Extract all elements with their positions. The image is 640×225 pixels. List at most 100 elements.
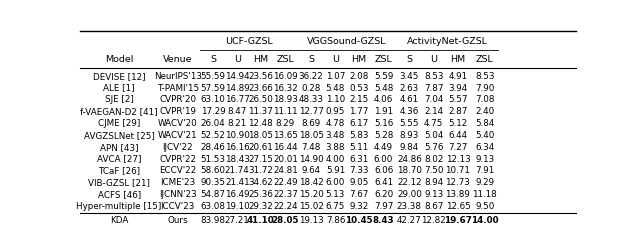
Text: 2.08: 2.08: [349, 72, 369, 80]
Text: AVCA [27]: AVCA [27]: [97, 154, 141, 163]
Text: 51.53: 51.53: [200, 154, 225, 163]
Text: S: S: [406, 55, 412, 63]
Text: 22.49: 22.49: [273, 178, 298, 187]
Text: 34.62: 34.62: [248, 178, 273, 187]
Text: 63.08: 63.08: [200, 201, 225, 210]
Text: 5.84: 5.84: [475, 119, 495, 128]
Text: U: U: [332, 55, 339, 63]
Text: KDA: KDA: [110, 216, 129, 225]
Text: 22.37: 22.37: [273, 189, 298, 198]
Text: 28.05: 28.05: [271, 216, 299, 225]
Text: 31.72: 31.72: [248, 166, 273, 175]
Text: 5.28: 5.28: [374, 130, 393, 139]
Text: 24.81: 24.81: [273, 166, 298, 175]
Text: 7.50: 7.50: [424, 166, 444, 175]
Text: 23.56: 23.56: [248, 72, 273, 80]
Text: 14.00: 14.00: [471, 216, 499, 225]
Text: 18.05: 18.05: [299, 130, 324, 139]
Text: 4.49: 4.49: [374, 142, 393, 151]
Text: 5.55: 5.55: [399, 119, 419, 128]
Text: 42.27: 42.27: [397, 216, 422, 225]
Text: 10.45: 10.45: [345, 216, 372, 225]
Text: 63.10: 63.10: [200, 95, 225, 104]
Text: 19.67: 19.67: [444, 216, 472, 225]
Text: 8.53: 8.53: [424, 72, 444, 80]
Text: 5.48: 5.48: [374, 83, 393, 92]
Text: 55.59: 55.59: [200, 72, 225, 80]
Text: APN [43]: APN [43]: [100, 142, 138, 151]
Text: 1.07: 1.07: [326, 72, 345, 80]
Text: 7.87: 7.87: [424, 83, 444, 92]
Text: 9.13: 9.13: [424, 189, 444, 198]
Text: IJCNN'23: IJCNN'23: [159, 189, 196, 198]
Text: 8.43: 8.43: [372, 216, 394, 225]
Text: 3.45: 3.45: [399, 72, 419, 80]
Text: 4.61: 4.61: [400, 95, 419, 104]
Text: 4.06: 4.06: [374, 95, 393, 104]
Text: T-PAMI'15: T-PAMI'15: [157, 83, 199, 92]
Text: HM: HM: [351, 55, 366, 63]
Text: 58.60: 58.60: [200, 166, 225, 175]
Text: UCF-GZSL: UCF-GZSL: [225, 37, 273, 46]
Text: f-VAEGAN-D2 [41]: f-VAEGAN-D2 [41]: [81, 107, 158, 116]
Text: ICME'23: ICME'23: [160, 178, 195, 187]
Text: 5.04: 5.04: [424, 130, 444, 139]
Text: 2.40: 2.40: [475, 107, 494, 116]
Text: CVPR'19: CVPR'19: [159, 107, 196, 116]
Text: 9.50: 9.50: [475, 201, 495, 210]
Text: 29.32: 29.32: [248, 201, 273, 210]
Text: 7.27: 7.27: [448, 142, 468, 151]
Text: 16.32: 16.32: [273, 83, 298, 92]
Text: Hyper-multiple [15]: Hyper-multiple [15]: [77, 201, 162, 210]
Text: 4.78: 4.78: [326, 119, 345, 128]
Text: 6.44: 6.44: [449, 130, 467, 139]
Text: 90.35: 90.35: [200, 178, 225, 187]
Text: 11.11: 11.11: [273, 107, 298, 116]
Text: 5.13: 5.13: [326, 189, 345, 198]
Text: 6.20: 6.20: [374, 189, 393, 198]
Text: 2.87: 2.87: [448, 107, 468, 116]
Text: 5.40: 5.40: [475, 130, 495, 139]
Text: 4.36: 4.36: [400, 107, 419, 116]
Text: ALE [1]: ALE [1]: [104, 83, 135, 92]
Text: 9.64: 9.64: [301, 166, 321, 175]
Text: 6.00: 6.00: [374, 154, 393, 163]
Text: 7.04: 7.04: [424, 95, 444, 104]
Text: CVPR'22: CVPR'22: [159, 154, 196, 163]
Text: 18.42: 18.42: [299, 178, 323, 187]
Text: 5.48: 5.48: [326, 83, 345, 92]
Text: 13.65: 13.65: [273, 130, 298, 139]
Text: 0.53: 0.53: [349, 83, 369, 92]
Text: 21.74: 21.74: [225, 166, 250, 175]
Text: 16.77: 16.77: [225, 95, 250, 104]
Text: 12.13: 12.13: [445, 154, 470, 163]
Text: 22.12: 22.12: [397, 178, 422, 187]
Text: 2.63: 2.63: [400, 83, 419, 92]
Text: 18.05: 18.05: [248, 130, 273, 139]
Text: HM: HM: [253, 55, 268, 63]
Text: 18.93: 18.93: [273, 95, 298, 104]
Text: 22.24: 22.24: [273, 201, 298, 210]
Text: S: S: [308, 55, 314, 63]
Text: 3.88: 3.88: [326, 142, 345, 151]
Text: 6.31: 6.31: [349, 154, 369, 163]
Text: 3.94: 3.94: [449, 83, 468, 92]
Text: 16.16: 16.16: [225, 142, 250, 151]
Text: TCaF [26]: TCaF [26]: [98, 166, 140, 175]
Text: 18.43: 18.43: [225, 154, 250, 163]
Text: Venue: Venue: [163, 55, 193, 63]
Text: 2.15: 2.15: [349, 95, 369, 104]
Text: ZSL: ZSL: [374, 55, 392, 63]
Text: 6.00: 6.00: [326, 178, 345, 187]
Text: 9.84: 9.84: [400, 142, 419, 151]
Text: U: U: [234, 55, 241, 63]
Text: 41.10: 41.10: [246, 216, 275, 225]
Text: IJCV'22: IJCV'22: [163, 142, 193, 151]
Text: 5.16: 5.16: [374, 119, 393, 128]
Text: 26.04: 26.04: [200, 119, 225, 128]
Text: 25.36: 25.36: [248, 189, 273, 198]
Text: 11.37: 11.37: [248, 107, 273, 116]
Text: 2.14: 2.14: [424, 107, 444, 116]
Text: 36.22: 36.22: [299, 72, 323, 80]
Text: 24.86: 24.86: [397, 154, 422, 163]
